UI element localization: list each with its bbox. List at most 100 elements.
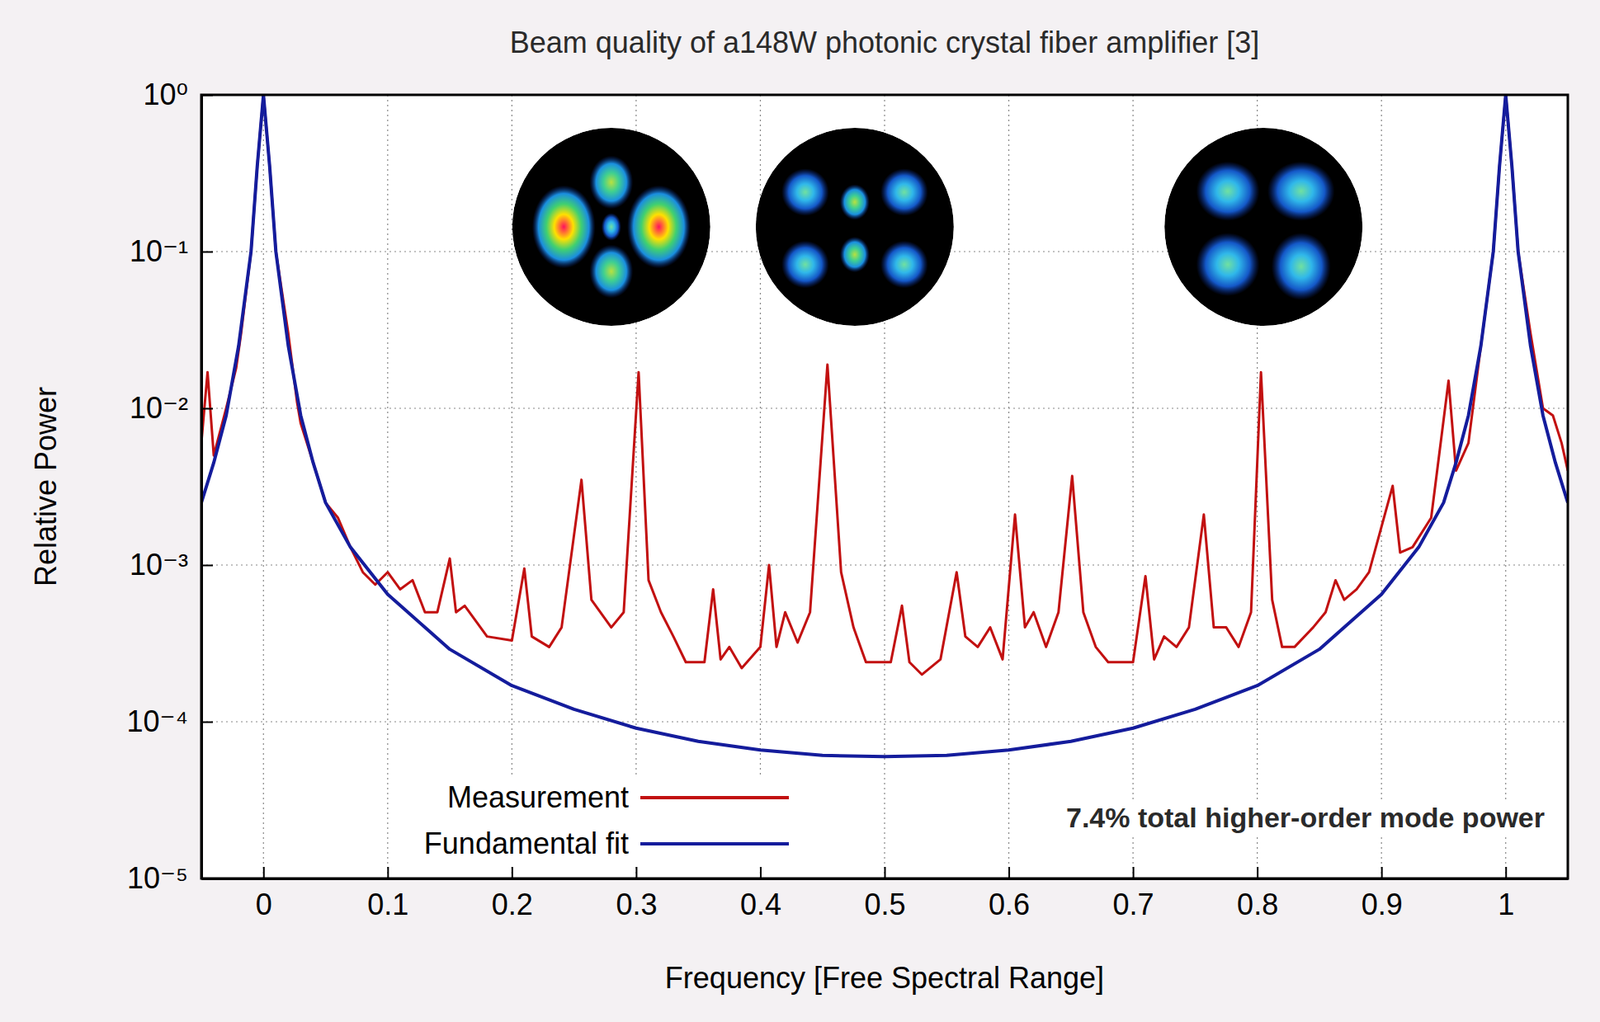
x-grid-line: [263, 94, 265, 879]
x-tick-label: 0.3: [615, 887, 657, 922]
series-line: [201, 94, 1568, 675]
beam-lobe: [1196, 232, 1261, 297]
x-tick-label: 0.7: [1113, 887, 1155, 922]
y-tick-mark: [201, 878, 213, 881]
x-tick: 0.7: [1113, 867, 1155, 922]
y-tick-label: 10⁰: [143, 77, 189, 112]
x-tick: 0.2: [491, 867, 534, 922]
x-tick: 1: [1497, 867, 1515, 922]
y-axis-title: Relative Power: [28, 387, 63, 587]
beam-profile-background: [755, 127, 954, 326]
x-tick-mark: [1505, 867, 1507, 879]
x-tick-label: 0.1: [367, 887, 409, 922]
x-tick-label: 1: [1497, 887, 1515, 922]
x-tick-mark: [1381, 867, 1383, 879]
x-tick-mark: [1008, 867, 1011, 879]
beam-profile-background: [1164, 127, 1363, 326]
x-tick: 0: [255, 867, 273, 922]
beam-lobe: [840, 236, 870, 273]
beam-profile-background: [512, 127, 711, 326]
y-tick-mark: [201, 251, 213, 254]
x-tick-label: 0.2: [491, 887, 534, 922]
x-tick-mark: [511, 867, 514, 879]
beam-lobe: [601, 212, 622, 241]
x-tick-label: 0: [255, 887, 273, 922]
y-tick: 10⁻³: [129, 547, 213, 582]
y-tick: 10⁻¹: [129, 234, 213, 269]
y-tick-label: 10⁻³: [129, 547, 189, 582]
x-tick-mark: [759, 867, 762, 879]
x-tick: 0.6: [988, 867, 1030, 922]
y-tick-label: 10⁻¹: [129, 234, 189, 269]
legend-background: [417, 775, 796, 866]
beam-lobe: [1271, 232, 1331, 301]
legend-label: Fundamental fit: [424, 826, 629, 861]
beam-profile: [512, 127, 711, 326]
annotation: 7.4% total higher-order mode power: [1066, 802, 1545, 834]
x-grid-line: [1505, 94, 1506, 879]
grid: [201, 94, 1568, 879]
y-tick: 10⁻⁵: [127, 861, 213, 896]
beam-lobe: [781, 240, 830, 289]
x-tick-label: 0.4: [740, 887, 782, 922]
beam-lobe: [589, 155, 633, 210]
annotation-background: [1061, 800, 1550, 836]
y-tick-label: 10⁻²: [129, 391, 189, 425]
y-tick: 10⁻⁴: [126, 704, 213, 739]
y-tick: 10⁰: [143, 77, 213, 112]
x-tick-label: 0.9: [1361, 887, 1403, 922]
beam-lobe: [880, 240, 929, 289]
beam-lobe: [880, 168, 929, 217]
y-tick: 10⁻²: [129, 391, 213, 425]
y-axis: 10⁻⁵ 10⁻⁴ 10⁻³ 10⁻² 10⁻¹ 10⁰: [126, 77, 213, 896]
y-tick-label: 10⁻⁵: [127, 861, 189, 896]
x-tick: 0.5: [863, 867, 906, 922]
x-tick-mark: [1256, 867, 1259, 879]
beam-lobe: [840, 184, 870, 220]
x-tick: 0.9: [1361, 867, 1403, 922]
x-axis-title: Frequency [Free Spectral Range]: [665, 961, 1105, 996]
x-grid-line: [511, 94, 513, 879]
beam-lobe: [532, 185, 596, 270]
x-grid-line: [1381, 94, 1383, 879]
chart: 00.10.20.30.40.50.60.70.80.9110⁻⁵10⁻⁴10⁻…: [0, 0, 1600, 1022]
plot-background: [201, 94, 1568, 879]
series-line: [201, 94, 1568, 757]
x-tick-mark: [387, 867, 389, 879]
beam-lobe: [1196, 161, 1261, 222]
x-tick: 0.8: [1236, 867, 1279, 922]
x-tick-label: 0.6: [988, 887, 1030, 922]
x-tick: 0.4: [740, 867, 782, 922]
legend-label: Measurement: [447, 780, 629, 815]
legend: Measurement Fundamental fit: [417, 775, 796, 866]
x-tick-mark: [884, 867, 887, 879]
y-grid-line: [201, 564, 1568, 566]
beam-lobe: [627, 185, 691, 270]
x-tick-mark: [263, 867, 265, 879]
beam-profile: [1164, 127, 1363, 326]
beam-lobe: [589, 245, 633, 299]
y-tick-label: 10⁻⁴: [126, 704, 189, 739]
y-tick-mark: [201, 408, 213, 411]
x-grid-line: [387, 94, 388, 879]
x-tick-mark: [1132, 867, 1135, 879]
beam-lobe: [1267, 161, 1336, 222]
y-axis-line: [200, 95, 203, 880]
x-tick-label: 0.8: [1236, 887, 1279, 922]
x-tick: 0.1: [367, 867, 409, 922]
x-axis: 0 0.1 0.2 0.3 0.4 0.5 0.6 0.7 0.8 0.9 1: [202, 867, 1569, 922]
chart-title: Beam quality of a148W photonic crystal f…: [509, 25, 1260, 60]
x-tick: 0.3: [615, 867, 657, 922]
plot-frame: [201, 94, 1568, 879]
beam-lobe: [781, 168, 830, 217]
x-grid-line: [1132, 94, 1133, 879]
x-tick-label: 0.5: [863, 887, 906, 922]
y-tick-mark: [201, 94, 213, 97]
x-grid-line: [1008, 94, 1010, 879]
y-tick-mark: [201, 722, 213, 724]
y-grid-line: [201, 721, 1568, 723]
x-tick-mark: [635, 867, 638, 879]
data: [201, 94, 1568, 757]
legend-swatch: [640, 796, 789, 800]
y-grid-line: [201, 407, 1568, 409]
